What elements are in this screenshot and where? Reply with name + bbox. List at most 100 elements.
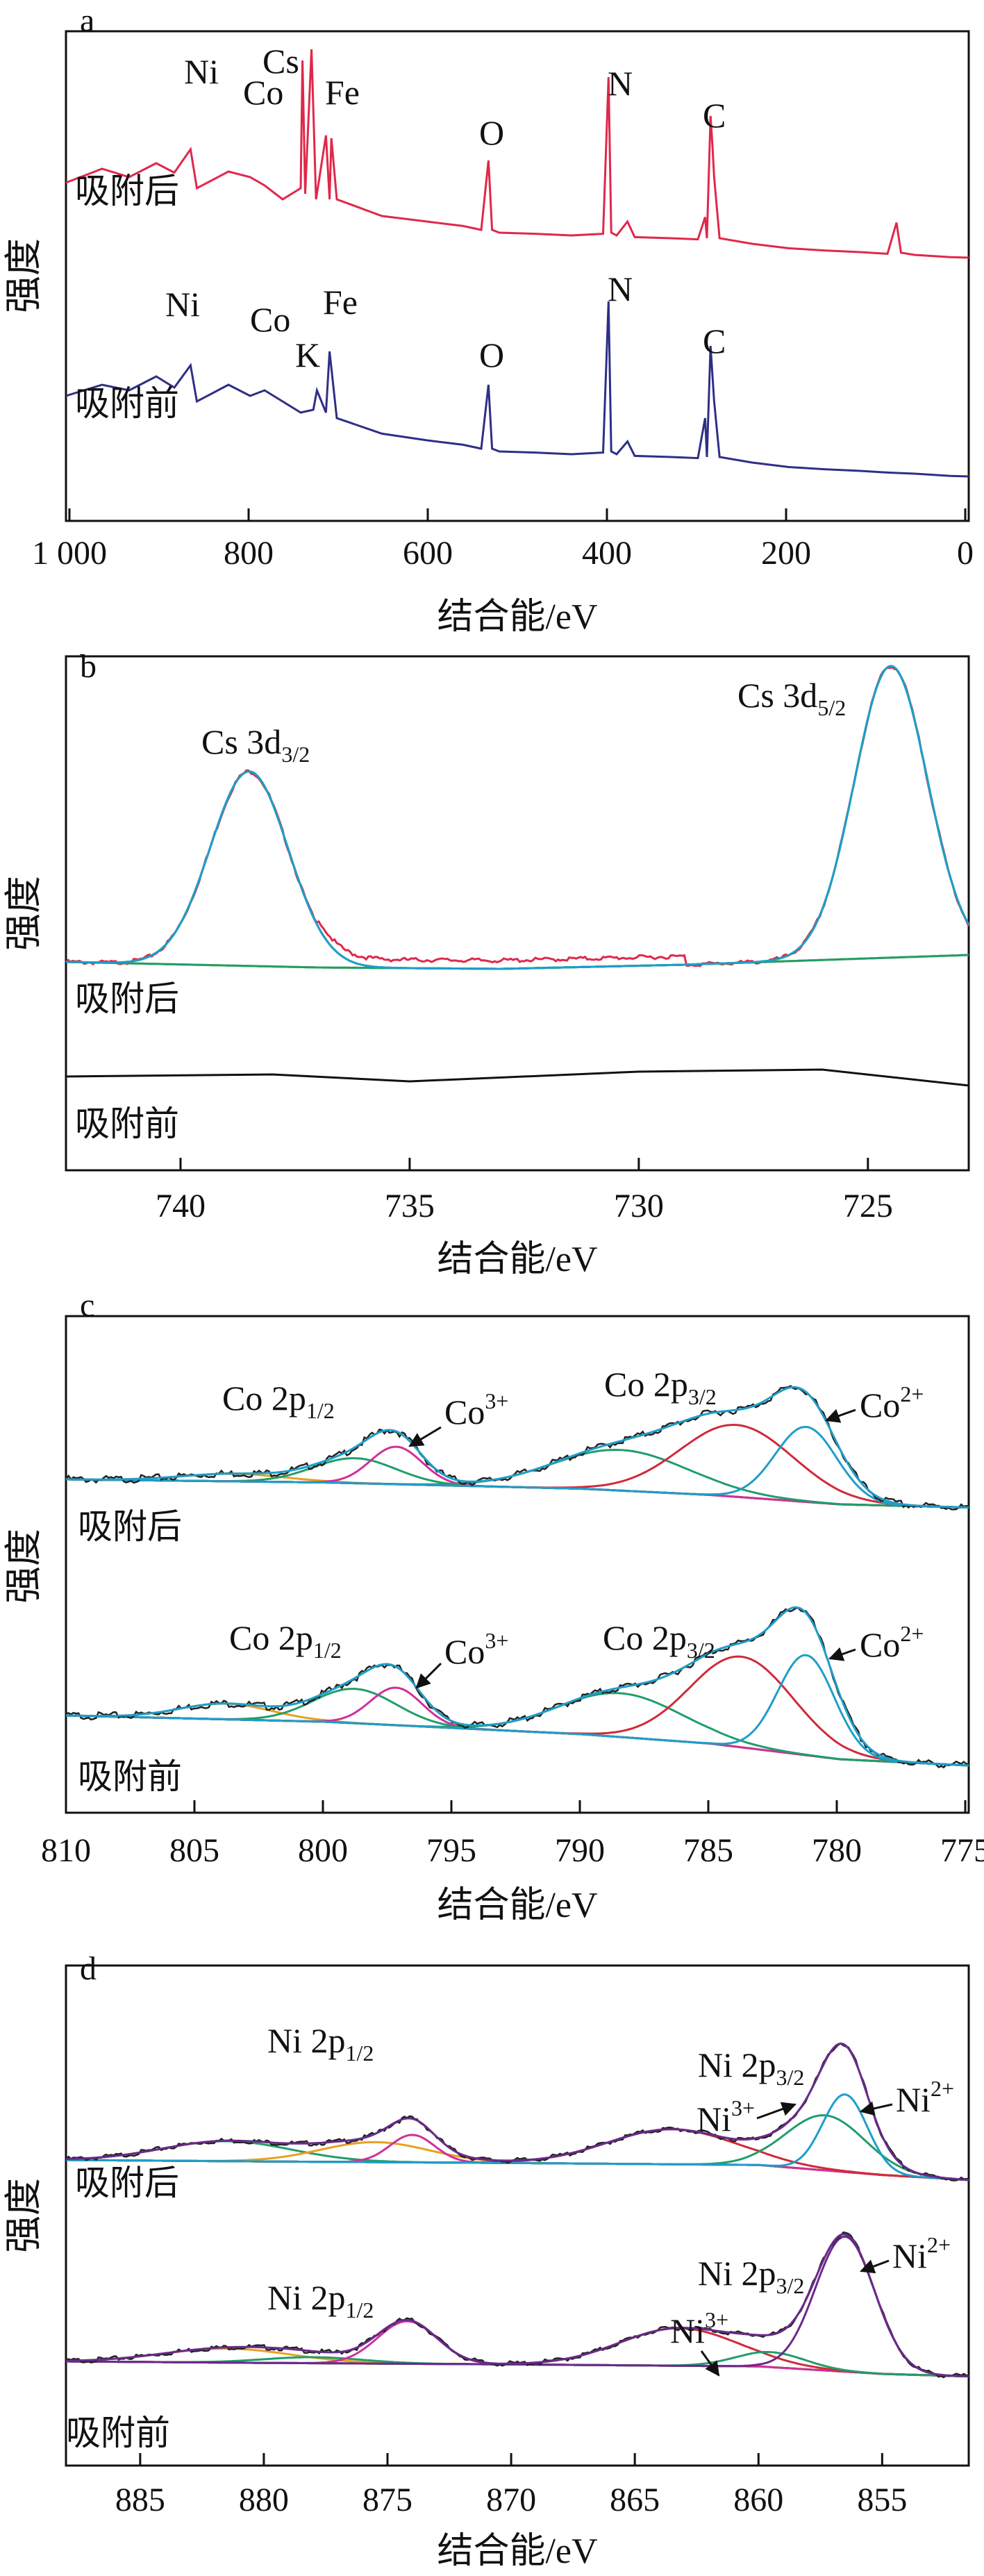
peak-label-ni2p12-before: Ni 2p1/2 [267, 2278, 374, 2322]
condition-label-after-c: 吸附后 [78, 1507, 182, 1546]
fit-component-before [65, 1688, 969, 1767]
element-label: Co [243, 73, 283, 112]
y-axis-label-panel-d: 强度 [3, 2178, 44, 2253]
peak-label-co2-after: Co2+ [860, 1381, 924, 1424]
fit-component-before [65, 1702, 969, 1767]
peak-label-co2p12-before: Co 2p1/2 [229, 1618, 342, 1663]
panel-b-x-ticks: 740 735 730 725 [156, 1158, 893, 1224]
x-tick-label: 780 [812, 1832, 862, 1869]
x-tick-label: 855 [857, 2482, 907, 2518]
peak-label-co3-after: Co3+ [444, 1388, 508, 1431]
element-label: Co [250, 300, 290, 339]
panel-c-x-axis-title: 结合能/eV [437, 1886, 597, 1925]
peak-label-co3-before: Co3+ [444, 1628, 508, 1671]
element-label: Ni [184, 52, 219, 91]
peak-label-ni2-before: Ni2+ [892, 2232, 951, 2275]
peak-label-co2p32-after: Co 2p3/2 [604, 1365, 717, 1409]
fit-component-after [66, 1425, 969, 1509]
element-label: N [608, 64, 633, 103]
element-label: N [608, 269, 633, 308]
survey-spectrum-after [65, 49, 969, 259]
y-axis-label-panel-c: 强度 [3, 1529, 44, 1604]
fit-component-after [65, 1472, 969, 1509]
element-label: Ni [165, 285, 200, 324]
fit-component-before [65, 1655, 969, 1767]
x-tick-label: 810 [41, 1832, 91, 1869]
peak-label-ni2p12-after: Ni 2p1/2 [267, 2021, 374, 2066]
panel-c-frame [65, 1315, 970, 1814]
x-tick-label: 790 [555, 1832, 605, 1869]
x-tick-label: 735 [385, 1188, 435, 1224]
panel-d-plot-area [65, 2042, 969, 2379]
fit-envelope-after [65, 1386, 969, 1509]
element-label: O [479, 113, 504, 152]
x-tick-label: 865 [610, 2482, 660, 2518]
peak-label-ni2p32-before: Ni 2p3/2 [698, 2254, 804, 2298]
fit-component-after [66, 1448, 969, 1509]
y-axis-label-panel-b: 强度 [3, 876, 44, 951]
element-label: Fe [325, 73, 360, 112]
raw-spectrum-before [65, 2231, 969, 2379]
x-tick-label: 800 [224, 535, 274, 572]
peak-label-ni3-before: Ni3+ [670, 2307, 728, 2350]
condition-label-after-b: 吸附后 [75, 979, 179, 1018]
panel-a-letter: a [80, 2, 94, 39]
panel-a-x-axis-title: 结合能/eV [437, 597, 597, 637]
x-tick-label: 795 [426, 1832, 476, 1869]
fit-component-before [66, 2356, 969, 2378]
x-tick-label: 875 [362, 2482, 412, 2518]
fit-component-after [66, 1457, 969, 1509]
arrow-ni2-after [859, 2101, 893, 2116]
x-tick-label: 885 [115, 2482, 165, 2518]
element-label: Cs [262, 42, 299, 81]
cs-background [65, 954, 969, 970]
element-label: K [295, 335, 320, 374]
arrow-co3-before [415, 1662, 442, 1689]
arrow-ni3-after [756, 2102, 797, 2120]
peak-label-co2p12-after: Co 2p1/2 [222, 1379, 335, 1423]
element-label: O [479, 335, 504, 374]
raw-spectrum-before [65, 1606, 969, 1769]
peak-label-ni2-after: Ni2+ [896, 2076, 954, 2119]
x-tick-label: 730 [614, 1188, 664, 1224]
panel-d-letter: d [80, 1950, 97, 1987]
arrow-ni3-before [700, 2350, 720, 2377]
x-tick-label: 0 [957, 535, 974, 572]
fit-component-before [65, 1686, 969, 1767]
condition-label-before-d: 吸附前 [66, 2413, 170, 2452]
condition-label-before-c: 吸附前 [78, 1757, 182, 1796]
panel-b-letter: b [80, 648, 97, 685]
panel-a-frame [65, 30, 970, 522]
arrow-co3-after [408, 1426, 442, 1447]
panel-a-x-ticks: 1 000 800 600 400 200 0 [32, 508, 974, 572]
panel-b-frame [65, 655, 970, 1172]
panel-d-x-ticks: 885 880 875 870 865 860 855 [115, 2453, 907, 2518]
fit-component-after [66, 2093, 969, 2182]
x-tick-label: 870 [486, 2482, 536, 2518]
panel-d-frame [65, 1964, 970, 2467]
peak-label-ni2p32-after: Ni 2p3/2 [698, 2045, 804, 2090]
x-tick-label: 1 000 [32, 535, 107, 572]
x-tick-label: 775 [940, 1832, 984, 1869]
condition-label-before-b: 吸附前 [75, 1104, 179, 1143]
survey-spectrum-before [65, 301, 969, 478]
cs-fit-envelope [65, 665, 970, 970]
x-tick-label: 860 [733, 2482, 783, 2518]
x-tick-label: 800 [298, 1832, 348, 1869]
arrow-co2-after [825, 1409, 856, 1423]
x-tick-label: 880 [239, 2482, 289, 2518]
x-tick-label: 400 [582, 535, 632, 572]
fit-component-before [66, 2327, 969, 2378]
peak-label-cs3d32: Cs 3d3/2 [201, 722, 310, 767]
fit-component-before [65, 1654, 969, 1767]
peak-label-co2-before: Co2+ [860, 1621, 924, 1664]
element-label: C [703, 96, 726, 135]
panel-c-letter: c [80, 1287, 94, 1324]
fit-envelope-before [66, 2233, 969, 2378]
fit-component-after [66, 2128, 969, 2182]
peak-label-co2p32-before: Co 2p3/2 [603, 1618, 715, 1663]
element-label: Fe [323, 283, 358, 322]
element-label: C [703, 322, 726, 360]
